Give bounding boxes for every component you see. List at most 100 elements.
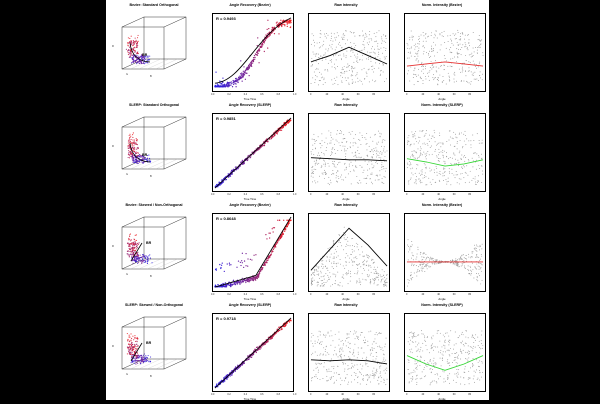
intensity-point <box>420 77 421 78</box>
intensity-point <box>450 59 451 60</box>
intensity-point <box>329 184 330 185</box>
intensity-point <box>365 33 366 34</box>
intensity-point <box>373 166 374 167</box>
intensity-point <box>430 67 431 68</box>
cube-point <box>136 234 137 235</box>
intensity-point <box>357 246 358 247</box>
intensity-point <box>351 238 352 239</box>
intensity-point <box>460 72 461 73</box>
intensity-point <box>466 81 467 82</box>
cube-point <box>127 333 128 334</box>
intensity-point <box>319 72 320 73</box>
scatter-point <box>239 281 240 282</box>
intensity-point <box>316 68 317 69</box>
intensity-point <box>349 84 350 85</box>
cube-point <box>129 254 130 255</box>
intensity-point <box>322 174 323 175</box>
scatter-point <box>279 220 280 221</box>
intensity-point <box>349 258 350 259</box>
intensity-point <box>352 70 353 71</box>
intensity-point <box>377 175 378 176</box>
intensity-point <box>317 282 318 283</box>
scatter-point <box>240 262 241 263</box>
cube-axis-label: B <box>150 74 152 78</box>
intensity-point <box>325 36 326 37</box>
scatter-point <box>284 231 285 232</box>
intensity-point <box>324 170 325 171</box>
intensity-point <box>477 276 478 277</box>
scatter-point <box>272 228 273 229</box>
intensity-point <box>434 172 435 173</box>
intensity-point <box>327 69 328 70</box>
x-tick-label: 0 <box>310 193 311 196</box>
intensity-point <box>313 52 314 53</box>
intensity-point <box>367 155 368 156</box>
scatter-point <box>233 280 234 281</box>
intensity-point <box>346 167 347 168</box>
cube-point <box>139 156 140 157</box>
intensity-point <box>336 177 337 178</box>
scatter-point <box>249 64 250 65</box>
cube-point <box>134 61 135 62</box>
intensity-point <box>414 273 415 274</box>
intensity-point <box>476 273 477 274</box>
intensity-point <box>349 166 350 167</box>
intensity-point <box>360 144 361 145</box>
scatter-point <box>238 261 239 262</box>
scatter-point <box>281 329 282 330</box>
intensity-point <box>415 158 416 159</box>
cube-point <box>130 136 131 137</box>
scatter-point <box>284 229 285 230</box>
intensity-point <box>368 44 369 45</box>
intensity-point <box>331 59 332 60</box>
scatter-point <box>246 69 247 70</box>
intensity-point <box>372 183 373 184</box>
intensity-point <box>327 71 328 72</box>
intensity-point <box>343 69 344 70</box>
intensity-point <box>418 50 419 51</box>
cube-front-face <box>122 27 164 69</box>
scatter-point <box>273 247 274 248</box>
cube-point <box>133 143 134 144</box>
scatter-point <box>254 57 255 58</box>
x-tick-label: 80 <box>372 193 375 196</box>
intensity-point <box>340 259 341 260</box>
scatter-point <box>271 32 272 33</box>
raw-intensity-plot-area <box>308 13 390 92</box>
intensity-point <box>366 72 367 73</box>
intensity-point <box>442 175 443 176</box>
scatter-point <box>264 264 265 265</box>
cube-point <box>136 244 137 245</box>
intensity-point <box>344 150 345 151</box>
intensity-point <box>343 274 344 275</box>
intensity-point <box>417 53 418 54</box>
intensity-point <box>417 51 418 52</box>
intensity-point <box>479 45 480 46</box>
intensity-point <box>467 48 468 49</box>
intensity-point <box>408 259 409 260</box>
intensity-point <box>368 255 369 256</box>
cube-point <box>133 47 134 48</box>
scatter-point <box>242 262 243 263</box>
cube-point <box>135 348 136 349</box>
cube-point <box>141 357 142 358</box>
intensity-point <box>458 165 459 166</box>
intensity-point <box>482 143 483 144</box>
cube-point <box>127 45 128 46</box>
scatter-point <box>276 133 277 134</box>
intensity-point <box>363 172 364 173</box>
intensity-point <box>331 140 332 141</box>
intensity-point <box>384 146 385 147</box>
scatter-point <box>219 264 220 265</box>
cube-point <box>137 254 138 255</box>
cube-point <box>134 335 135 336</box>
intensity-point <box>476 269 477 270</box>
intensity-point <box>416 272 417 273</box>
intensity-point <box>408 239 409 240</box>
fit-line <box>215 118 291 188</box>
intensity-point <box>311 275 312 276</box>
intensity-point <box>477 280 478 281</box>
intensity-point <box>371 174 372 175</box>
intensity-point <box>318 284 319 285</box>
